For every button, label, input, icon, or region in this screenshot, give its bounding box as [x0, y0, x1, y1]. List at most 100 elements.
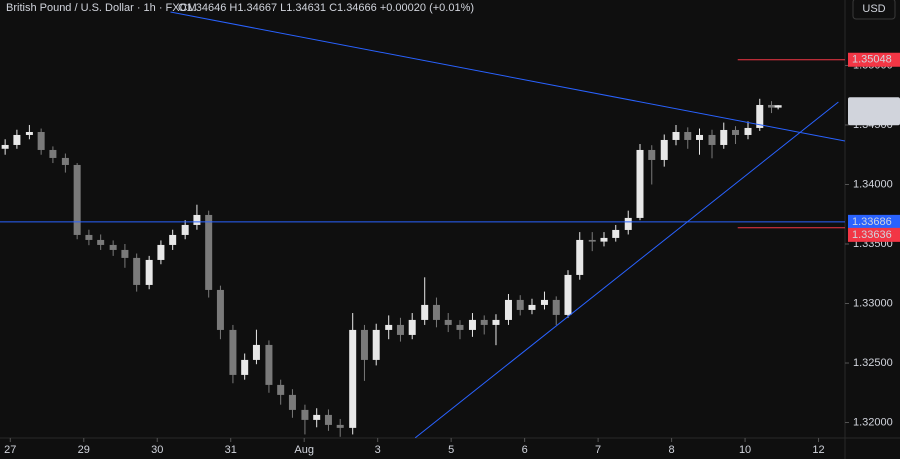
- candle-body: [432, 304, 440, 320]
- candle-body: [516, 299, 524, 310]
- candle-body: [648, 149, 656, 160]
- candle-body: [576, 239, 584, 275]
- x-tick-label: 7: [595, 444, 601, 456]
- x-tick-label: 30: [151, 444, 163, 456]
- currency-button[interactable]: [852, 0, 896, 20]
- candle-body: [313, 414, 321, 420]
- last-price-label: 1.34666: [852, 99, 892, 111]
- candle-body: [624, 217, 632, 230]
- candle-body: [13, 134, 21, 145]
- candle-body: [145, 259, 153, 285]
- candle-body: [552, 299, 560, 315]
- candle-body: [744, 127, 752, 135]
- candle-body: [277, 384, 285, 395]
- candle-body: [85, 234, 93, 240]
- candle-body: [216, 289, 224, 330]
- candle-body: [181, 224, 189, 235]
- candle-body: [636, 149, 644, 218]
- candle-body: [252, 344, 260, 360]
- y-tick-label: 1.32500: [853, 357, 893, 369]
- candle-body: [241, 359, 249, 375]
- level-label: 1.33636: [852, 229, 892, 241]
- x-tick-label: 29: [78, 444, 90, 456]
- x-tick-label: 27: [4, 444, 16, 456]
- candle-body: [408, 319, 416, 335]
- candle-body: [157, 244, 165, 260]
- currency-label[interactable]: USD: [862, 3, 885, 15]
- candle-body: [133, 257, 141, 285]
- x-tick-label: 6: [522, 444, 528, 456]
- candle-body: [1, 144, 9, 149]
- candle-body: [600, 237, 608, 242]
- x-tick-label: 5: [448, 444, 454, 456]
- candle-body: [37, 131, 45, 150]
- level-label-box: [848, 52, 900, 67]
- x-tick-label: 31: [225, 444, 237, 456]
- candle-body: [169, 234, 177, 245]
- plot-area: [0, 11, 845, 438]
- candle-body: [504, 299, 512, 320]
- candle-body: [360, 329, 368, 360]
- candle-body: [684, 131, 692, 140]
- axes: 1.320001.325001.330001.335001.340001.345…: [4, 52, 900, 456]
- candle-body: [109, 244, 117, 250]
- x-tick-label: 3: [375, 444, 381, 456]
- level-label-box: [848, 227, 900, 242]
- countdown-label: 58:27: [852, 111, 880, 123]
- chart-title: British Pound / U.S. Dollar · 1h · FXCM: [6, 2, 197, 14]
- candle-body: [49, 149, 57, 158]
- candle-body: [396, 324, 404, 335]
- candle-body: [660, 139, 668, 160]
- y-tick-label: 1.34000: [853, 178, 893, 190]
- candle-body: [97, 239, 105, 245]
- level-label: 1.33686: [852, 216, 892, 228]
- candle-body: [732, 129, 740, 135]
- candle-body: [708, 134, 716, 145]
- candle-body: [720, 129, 728, 145]
- candle-body: [444, 319, 452, 325]
- y-tick-label: 1.33000: [853, 297, 893, 309]
- candle-body: [468, 319, 476, 330]
- candle-body: [421, 304, 429, 320]
- candle-body: [121, 249, 129, 258]
- level-label-box: [848, 214, 900, 229]
- candle-body: [25, 131, 33, 135]
- y-tick-label: 1.32000: [853, 416, 893, 428]
- candle-body: [385, 324, 393, 330]
- x-tick-label: 8: [669, 444, 675, 456]
- trend-line: [170, 11, 845, 142]
- x-tick-label: 12: [812, 444, 824, 456]
- level-label: 1.35048: [852, 54, 892, 66]
- candle-body: [301, 409, 309, 420]
- candle-body: [73, 164, 81, 235]
- candle-body: [492, 319, 500, 325]
- candle-body: [672, 131, 680, 140]
- ohlc-readout: O1.34646 H1.34667 L1.34631 C1.34666 +0.0…: [178, 2, 474, 14]
- candle-body: [768, 104, 776, 108]
- candle-body: [372, 329, 380, 360]
- x-tick-label: 10: [739, 444, 751, 456]
- candle-body: [456, 324, 464, 330]
- candle-body: [349, 329, 357, 428]
- candle-body: [336, 424, 344, 428]
- candle-body: [528, 304, 536, 310]
- candle-body: [265, 344, 273, 385]
- candle-body: [612, 229, 620, 238]
- candle-body: [756, 104, 764, 128]
- candle-body: [288, 394, 296, 410]
- trend-line: [414, 101, 839, 438]
- candle-body: [229, 329, 237, 375]
- candle-body: [480, 319, 488, 325]
- candle-body: [696, 134, 704, 140]
- candle-body: [193, 214, 201, 225]
- candle-body: [205, 214, 213, 290]
- candle-body: [324, 414, 332, 425]
- last-price-box: [848, 97, 900, 126]
- candle-body: [774, 105, 782, 108]
- x-tick-label: Aug: [294, 444, 314, 456]
- candle-body: [588, 239, 596, 242]
- candle-body: [540, 299, 548, 305]
